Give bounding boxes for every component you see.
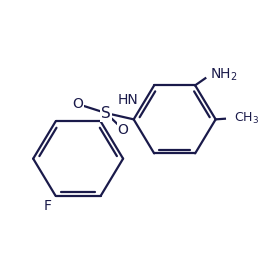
Text: O: O bbox=[73, 97, 84, 111]
Text: CH$_3$: CH$_3$ bbox=[234, 111, 259, 126]
Text: HN: HN bbox=[118, 93, 139, 107]
Text: S: S bbox=[101, 105, 111, 120]
Text: NH$_2$: NH$_2$ bbox=[210, 67, 237, 83]
Text: O: O bbox=[118, 123, 129, 136]
Text: F: F bbox=[44, 199, 52, 213]
